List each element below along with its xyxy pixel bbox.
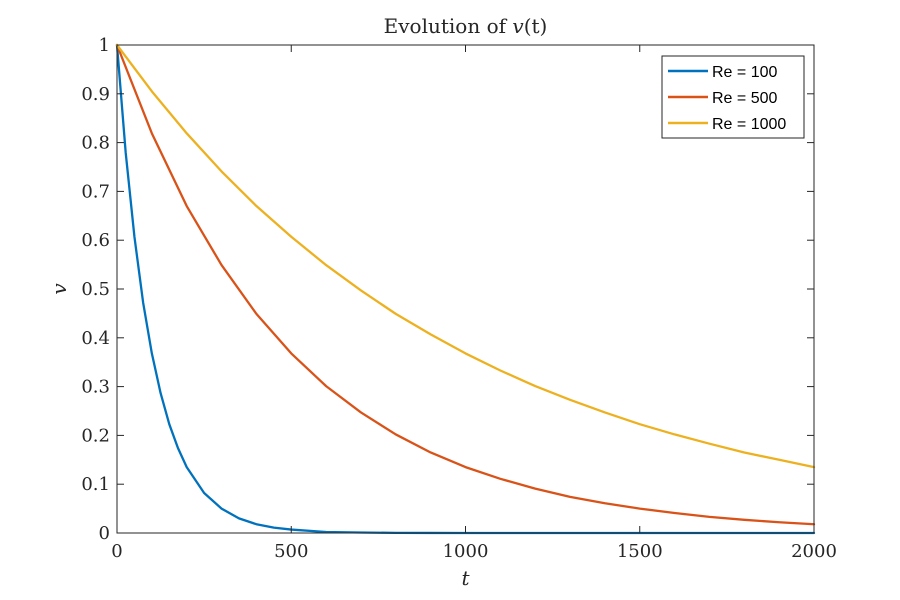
y-tick-label: 0.5: [81, 279, 110, 300]
legend-label-3: Re = 1000: [712, 116, 786, 133]
x-tick-label: 0: [111, 541, 122, 562]
y-tick-label: 0.6: [81, 230, 110, 251]
legend: Re = 100 Re = 500 Re = 1000: [661, 55, 805, 139]
series-line-3: [115, 43, 816, 469]
legend-label-1: Re = 100: [712, 64, 777, 81]
chart-title: Evolution of v(t): [384, 14, 548, 38]
y-axis-label: v: [47, 283, 71, 295]
y-tick-label: 0.9: [81, 84, 110, 105]
ticks-layer: 0 500 1000 1500 2000 0 0.1 0.2 0.3 0.4 0.5 0.6 0.7 0.…: [81, 35, 837, 562]
y-tick-label: 0.2: [81, 425, 110, 446]
chart-title-variable: v: [512, 14, 524, 38]
legend-items: Re = 100 Re = 500 Re = 1000: [668, 64, 786, 133]
x-tick-label: 1000: [443, 541, 489, 562]
legend-label-2: Re = 500: [712, 90, 777, 107]
x-tick-label: 500: [274, 541, 308, 562]
y-tick-label: 0.4: [81, 328, 110, 349]
x-tick-label: 2000: [791, 541, 837, 562]
y-tick-label: 0.3: [81, 377, 110, 398]
x-axis-label: t: [461, 566, 470, 590]
x-tick-label: 1500: [617, 541, 663, 562]
y-tick-label: 0.8: [81, 133, 110, 154]
y-tick-label: 0: [99, 523, 110, 544]
chart-title-prefix: Evolution of: [384, 14, 513, 38]
chart-title-suffix: (t): [524, 14, 548, 38]
y-tick-label: 0.1: [81, 474, 110, 495]
y-tick-label: 1: [99, 35, 110, 56]
series-line-2: [115, 43, 816, 526]
y-tick-label: 0.7: [81, 181, 110, 202]
